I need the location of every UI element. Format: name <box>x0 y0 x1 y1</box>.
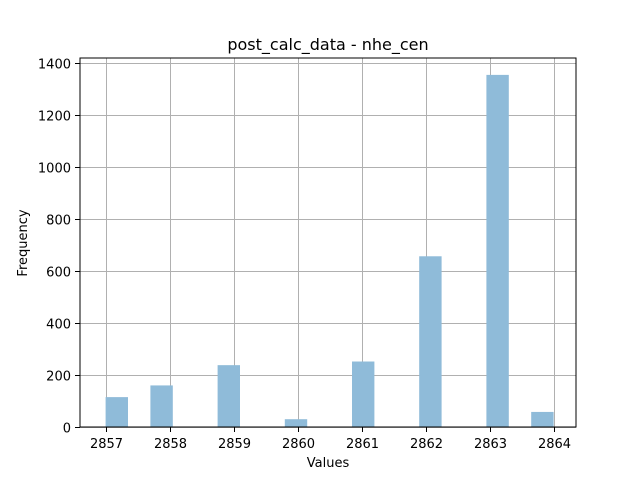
chart-title: post_calc_data - nhe_cen <box>227 35 428 55</box>
y-tick-label: 1200 <box>38 110 71 125</box>
x-tick-label: 2864 <box>538 437 571 452</box>
histogram-bar <box>352 361 375 427</box>
y-tick-label: 1400 <box>38 58 71 73</box>
x-tick-label: 2863 <box>474 437 507 452</box>
y-tick-label: 1000 <box>38 162 71 177</box>
y-tick-label: 600 <box>46 266 71 281</box>
x-tick-label: 2859 <box>218 437 251 452</box>
y-tick-label: 800 <box>46 214 71 229</box>
x-axis-label: Values <box>307 456 350 471</box>
histogram-bar <box>284 419 308 427</box>
y-tick-label: 400 <box>46 318 71 333</box>
histogram-bar <box>217 365 240 427</box>
y-tick-label: 200 <box>46 370 71 385</box>
x-tick-label: 2862 <box>410 437 443 452</box>
plot-frame <box>79 57 577 428</box>
y-axis-label: Frequency <box>16 209 31 276</box>
bars <box>105 74 554 428</box>
x-axis-ticks: 2857 2858 2859 2860 2861 2862 2863 2864 <box>90 427 571 452</box>
y-axis-ticks: 0 200 400 600 800 1000 1200 1400 <box>38 58 80 437</box>
histogram-bar <box>419 256 442 427</box>
histogram-bar <box>105 397 128 427</box>
histogram-bar <box>531 411 554 427</box>
x-tick-label: 2858 <box>154 437 187 452</box>
x-tick-label: 2860 <box>282 437 315 452</box>
x-tick-label: 2857 <box>90 437 123 452</box>
histogram-bar <box>150 385 173 427</box>
y-tick-label: 0 <box>63 422 71 437</box>
x-tick-label: 2861 <box>346 437 379 452</box>
histogram-bar <box>486 74 509 428</box>
